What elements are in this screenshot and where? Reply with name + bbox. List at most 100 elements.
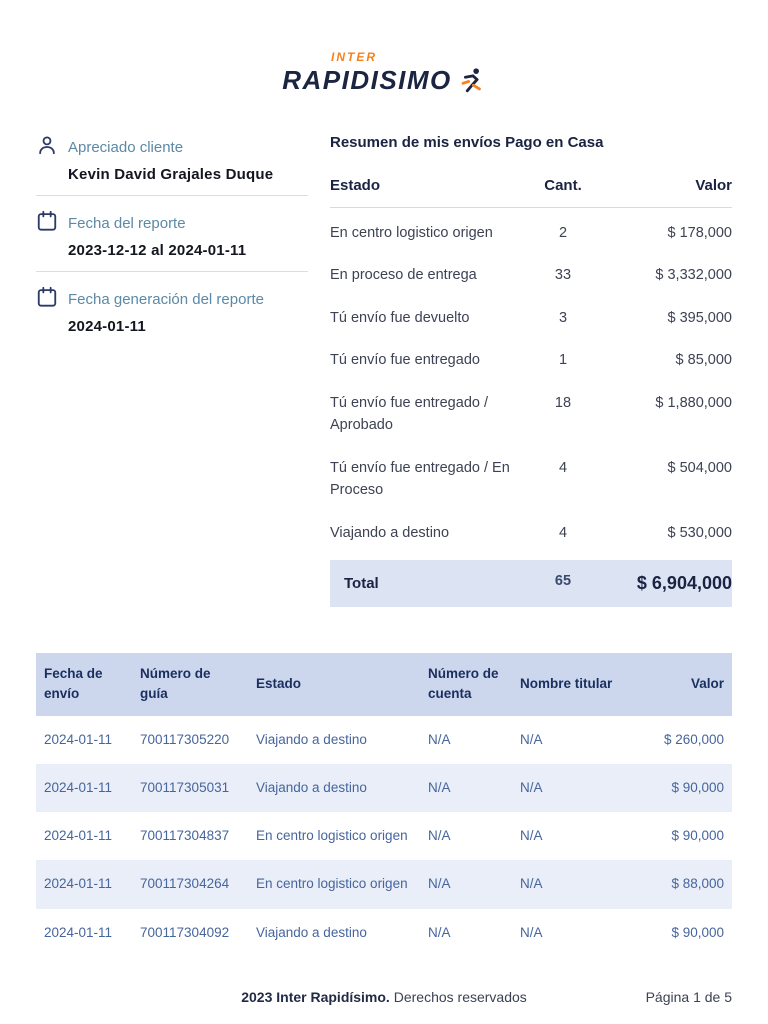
header-estado: Estado [256,676,302,692]
runner-icon [456,66,486,96]
summary-estado: Viajando a destino [330,524,450,541]
summary-cant: 33 [554,267,572,284]
summary-cant: 4 [558,459,568,476]
summary-row: Viajando a destino 4 $ 530,000 [330,512,732,554]
summary-header-valor: Valor [695,177,732,194]
cell-valor: $ 90,000 [671,924,724,940]
main-content: Apreciado cliente Kevin David Grajales D… [0,134,768,608]
summary-estado: Tú envío fue entregado / En Proceso [330,459,510,499]
cell-estado: Viajando a destino [256,924,367,940]
summary-row: Tú envío fue entregado / Aprobado 18 $ 1… [330,382,732,447]
page-number: Página 1 de 5 [645,988,732,1005]
cell-fecha: 2024-01-11 [44,731,113,747]
cell-titular: N/A [520,924,543,940]
summary-title: Resumen de mis envíos Pago en Casa [330,134,604,151]
cell-titular: N/A [520,876,543,892]
cell-fecha: 2024-01-11 [44,924,113,940]
summary-header-cant: Cant. [544,177,582,194]
summary-valor: $ 85,000 [675,352,732,369]
table-row: 2024-01-11 700117304264 En centro logist… [36,860,732,909]
logo: INTER RAPIDISIMO [0,0,768,96]
table-row: 2024-01-11 700117304092 Viajando a desti… [36,909,732,957]
footer-rights: Derechos reservados [393,988,527,1005]
summary-total-valor: $ 6,904,000 [636,573,732,594]
summary-total-label: Total [344,575,379,593]
shipments-header-row: Fecha de envío Número de guía Estado Núm… [36,653,732,716]
summary-valor: $ 1,880,000 [655,394,732,411]
table-row: 2024-01-11 700117304837 En centro logist… [36,812,732,860]
cell-valor: $ 260,000 [663,731,724,747]
footer-copyright: 2023 Inter Rapidísimo. Derechos reservad… [241,989,527,1005]
summary-valor: $ 178,000 [667,225,732,241]
report-date-block: Fecha del reporte 2023-12-12 al 2024-01-… [36,210,308,272]
summary-estado: Tú envío fue entregado / Aprobado [330,394,488,434]
client-info-panel: Apreciado cliente Kevin David Grajales D… [36,134,308,607]
cell-valor: $ 88,000 [671,876,724,892]
cell-guia: 700117304092 [140,924,230,940]
summary-row: Tú envío fue devuelto 3 $ 395,000 [330,297,732,339]
cell-estado: En centro logistico origen [256,876,408,892]
calendar-icon [36,286,58,313]
summary-cant: 1 [558,352,568,369]
report-date-label: Fecha del reporte [68,215,186,232]
cell-fecha: 2024-01-11 [44,779,113,795]
summary-row: En proceso de entrega 33 $ 3,332,000 [330,254,732,296]
page-footer: 2023 Inter Rapidísimo. Derechos reservad… [0,989,768,1005]
cell-fecha: 2024-01-11 [44,828,113,844]
cell-guia: 700117304837 [140,828,230,844]
summary-valor: $ 395,000 [667,309,732,326]
user-icon [36,134,58,161]
summary-valor: $ 504,000 [667,459,732,476]
generation-date-label: Fecha generación del reporte [68,291,264,308]
summary-estado: Tú envío fue entregado [330,352,480,369]
generation-date-value: 2024-01-11 [68,318,146,335]
summary-cant: 3 [558,309,568,326]
header-fecha-envio: Fecha de envío [44,666,103,702]
header-nombre-titular: Nombre titular [520,676,613,692]
cell-cuenta: N/A [428,779,451,795]
logo-rapidisimo-text: RAPIDISIMO [282,65,452,95]
summary-estado: Tú envío fue devuelto [330,309,470,326]
cell-guia: 700117304264 [140,876,230,892]
cell-estado: En centro logistico origen [256,828,408,844]
table-row: 2024-01-11 700117305031 Viajando a desti… [36,763,732,813]
cell-valor: $ 90,000 [671,828,724,844]
generation-date-block: Fecha generación del reporte 2024-01-11 [36,286,308,347]
cell-guia: 700117305220 [140,731,230,747]
table-row: 2024-01-11 700117305220 Viajando a desti… [36,716,732,764]
summary-total-cant: 65 [554,573,572,590]
footer-brand: 2023 Inter Rapidísimo. [241,988,390,1005]
header-valor: Valor [690,676,724,692]
summary-header-row: Estado Cant. Valor [330,177,732,208]
cell-cuenta: N/A [428,731,451,747]
calendar-icon [36,210,58,237]
cell-cuenta: N/A [428,876,451,892]
summary-cant: 4 [558,524,568,541]
client-greeting-label: Apreciado cliente [68,139,184,156]
summary-cant: 18 [554,394,572,411]
cell-estado: Viajando a destino [256,779,367,795]
header-numero-cuenta: Número de cuenta [428,666,499,702]
client-name: Kevin David Grajales Duque [68,166,274,183]
cell-cuenta: N/A [428,924,451,940]
logo-inter-text: INTER [330,50,377,64]
summary-cant: 2 [558,225,568,241]
summary-estado: En centro logistico origen [330,225,493,241]
summary-estado: En proceso de entrega [330,267,477,284]
cell-guia: 700117305031 [140,779,230,795]
summary-row: Tú envío fue entregado / En Proceso 4 $ … [330,447,732,512]
header-numero-guia: Número de guía [140,666,211,702]
cell-titular: N/A [520,828,543,844]
summary-row: En centro logistico origen 2 $ 178,000 [330,212,732,254]
client-block: Apreciado cliente Kevin David Grajales D… [36,134,308,196]
summary-header-estado: Estado [330,177,381,194]
cell-estado: Viajando a destino [256,731,367,747]
summary-total-row: Total 65 $ 6,904,000 [330,560,732,608]
cell-fecha: 2024-01-11 [44,876,113,892]
shipments-table: Fecha de envío Número de guía Estado Núm… [36,653,732,957]
summary-row: Tú envío fue entregado 1 $ 85,000 [330,339,732,381]
summary-table: Estado Cant. Valor En centro logistico o… [330,177,732,608]
cell-titular: N/A [520,779,543,795]
cell-titular: N/A [520,731,543,747]
